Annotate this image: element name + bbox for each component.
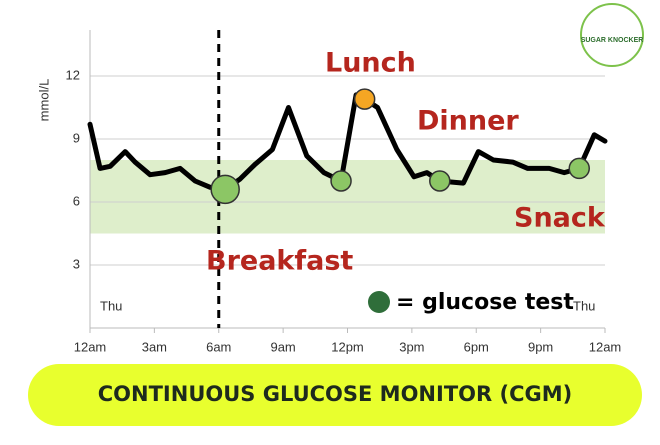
glucose-test xyxy=(330,170,352,192)
annotation: Breakfast xyxy=(206,246,353,277)
y-tick-label: 9 xyxy=(73,130,80,145)
glucose-test xyxy=(210,174,240,205)
logo-text: SUGAR KNOCKER xyxy=(581,37,644,44)
x-tick-label: 3am xyxy=(142,339,167,354)
y-tick-label: 3 xyxy=(73,256,80,271)
legend-text: = glucose test xyxy=(396,290,574,315)
x-tick-label: 9am xyxy=(270,339,295,354)
glucose-test xyxy=(429,170,451,192)
annotation: Snack xyxy=(514,203,606,234)
x-tick-label: 9pm xyxy=(528,339,553,354)
legend-marker xyxy=(368,291,390,313)
x-tick-label: 12am xyxy=(589,339,622,354)
x-tick-label: 12pm xyxy=(331,339,364,354)
annotation: Dinner xyxy=(417,106,519,137)
annotation: Lunch xyxy=(325,48,416,79)
day-label: Thu xyxy=(573,298,595,313)
banner xyxy=(28,364,642,426)
glucose-test xyxy=(568,157,590,180)
x-tick-label: 12am xyxy=(74,339,107,354)
y-tick-label: 6 xyxy=(73,193,80,208)
target-range xyxy=(90,160,605,234)
logo xyxy=(580,3,644,67)
y-axis-label: mmol/L xyxy=(36,79,51,122)
day-label: Thu xyxy=(100,298,122,313)
y-tick-label: 12 xyxy=(66,67,80,82)
x-tick-label: 3pm xyxy=(399,339,424,354)
banner-text: CONTINUOUS GLUCOSE MONITOR (CGM) xyxy=(98,382,572,406)
glucose-test xyxy=(353,88,376,110)
x-tick-label: 6am xyxy=(206,339,231,354)
x-tick-label: 6pm xyxy=(464,339,489,354)
plot: 3 6 9 12 12am 3am 6am 9am 12pm 3pm 6pm 9pm 12am xyxy=(66,30,622,354)
